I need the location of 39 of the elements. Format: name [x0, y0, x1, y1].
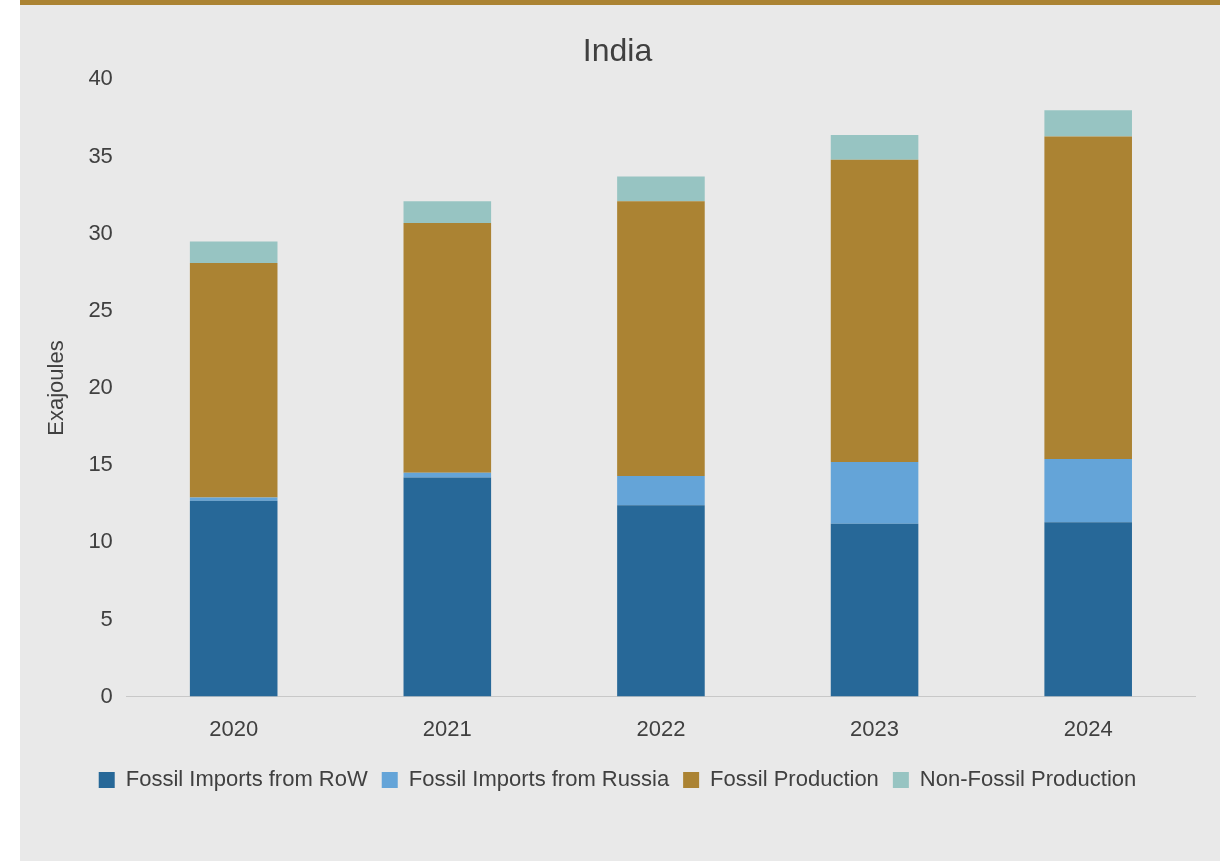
bar: [403, 201, 492, 223]
legend-label: Fossil Production: [710, 766, 879, 792]
bar: [830, 462, 919, 524]
bar: [1044, 458, 1132, 523]
y-tick-label: 0: [100, 682, 113, 708]
bar: [403, 477, 492, 697]
y-tick-label: 40: [88, 65, 113, 91]
bar: [830, 134, 919, 160]
x-tick-label: 2020: [209, 715, 259, 741]
bar: [189, 241, 278, 264]
y-tick-label: 5: [100, 605, 113, 631]
x-tick-label: 2024: [1063, 715, 1113, 741]
y-axis-title: Exajoules: [43, 340, 69, 436]
bar: [189, 500, 278, 697]
x-tick-label: 2022: [636, 715, 686, 741]
bar: [1044, 136, 1132, 459]
chart-title: India: [582, 32, 653, 69]
y-tick-label: 30: [88, 219, 113, 245]
legend-label: Fossil Imports from Russia: [408, 766, 670, 792]
y-tick-label: 10: [88, 528, 113, 554]
y-tick-label: 15: [88, 451, 113, 477]
y-tick-label: 25: [88, 296, 113, 322]
y-tick-label: 20: [88, 374, 113, 400]
legend-label: Fossil Imports from RoW: [125, 766, 368, 792]
bar: [617, 505, 705, 697]
x-tick-label: 2021: [422, 715, 472, 741]
bar: [189, 263, 278, 498]
bar: [189, 497, 278, 501]
bar: [830, 159, 919, 463]
bar: [830, 523, 919, 697]
bar: [1044, 522, 1132, 697]
bar: [403, 222, 492, 473]
bar: [617, 201, 705, 476]
bar: [1044, 110, 1132, 137]
legend-label: Non-Fossil Production: [919, 766, 1137, 792]
bar: [617, 176, 705, 202]
y-tick-label: 35: [88, 142, 113, 168]
x-tick-label: 2023: [850, 715, 900, 741]
bar: [617, 475, 705, 506]
